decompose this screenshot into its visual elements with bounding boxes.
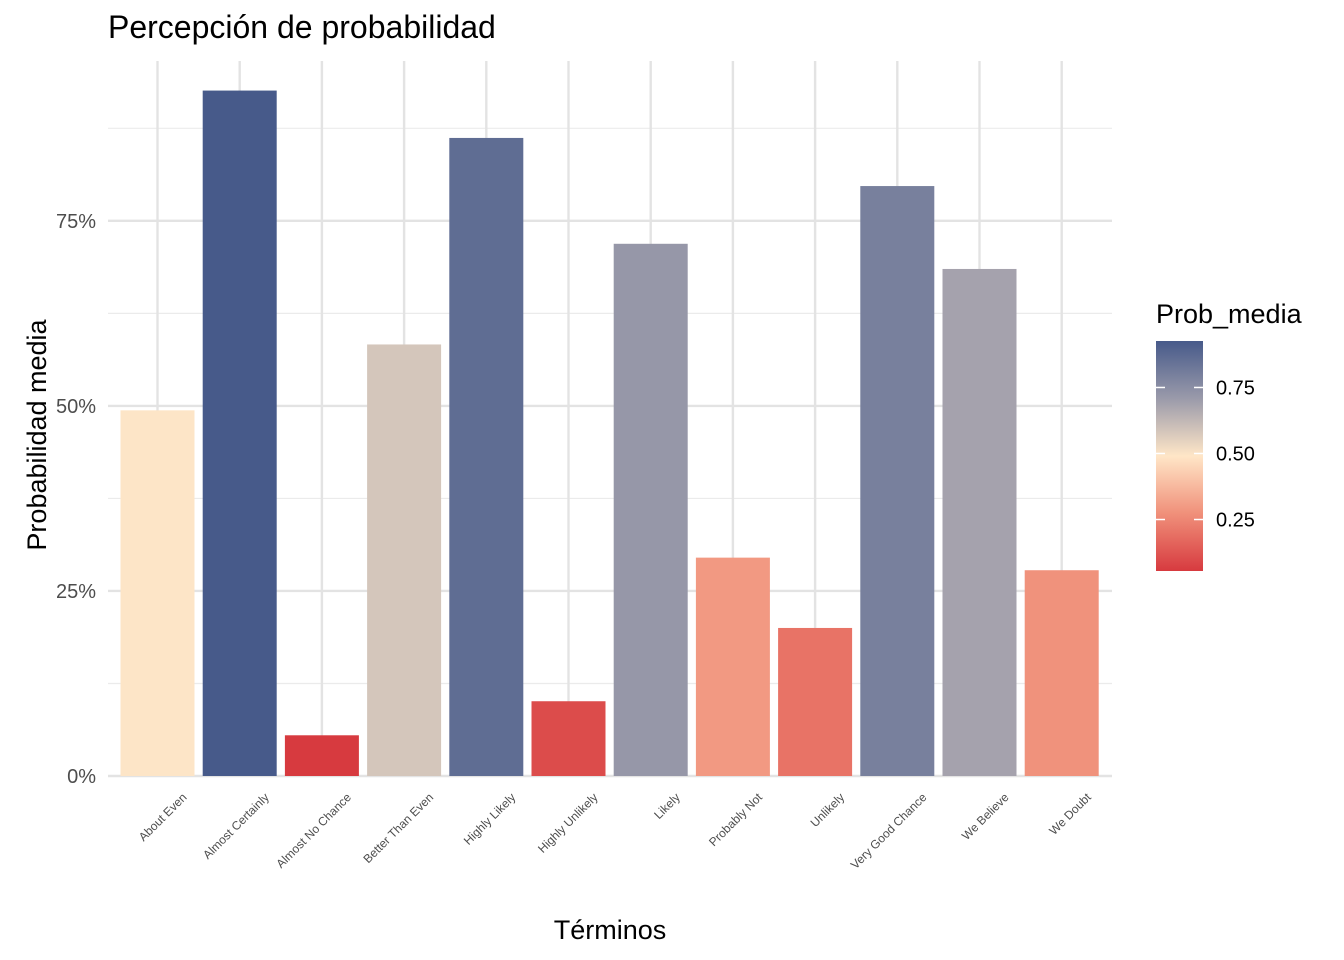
legend-colorbar: [1156, 341, 1203, 571]
bar: [449, 137, 524, 776]
bar: [695, 557, 770, 776]
legend: Prob_media 0.25 0.50 0.75: [1156, 299, 1303, 571]
legend-tick-label: 0.75: [1216, 377, 1255, 399]
chart-title: Percepción de probabilidad: [108, 9, 496, 45]
bar: [778, 627, 853, 776]
bar: [531, 701, 606, 776]
bar: [367, 344, 442, 776]
x-tick-label: About Even: [136, 790, 190, 844]
y-tick-label: 0%: [67, 766, 96, 788]
x-tick-label: Highly Unlikely: [535, 790, 601, 856]
legend-tick-label: 0.50: [1216, 443, 1255, 465]
bar: [942, 268, 1017, 776]
bar: [120, 410, 195, 776]
x-tick-label: We Believe: [959, 790, 1012, 843]
bar: [202, 90, 277, 776]
x-tick-label: Likely: [651, 790, 683, 822]
x-axis-ticks: About Even Almost Certainly Almost No Chan…: [136, 790, 1094, 872]
x-axis-title: Términos: [554, 915, 667, 945]
bar: [860, 186, 935, 776]
x-tick-label: We Doubt: [1046, 790, 1094, 838]
x-tick-label: Highly Likely: [461, 790, 519, 848]
y-tick-label: 25%: [56, 581, 96, 603]
bars: [120, 90, 1099, 776]
x-tick-label: Better Than Even: [360, 790, 436, 866]
y-axis-title: Probabilidad media: [22, 318, 52, 550]
bar: [613, 243, 688, 776]
x-tick-label: Almost Certainly: [200, 790, 272, 862]
x-tick-label: Probably Not: [706, 790, 765, 849]
y-tick-label: 50%: [56, 396, 96, 418]
legend-tick-label: 0.25: [1216, 510, 1255, 532]
bar: [1024, 570, 1099, 776]
legend-ticks: 0.25 0.50 0.75: [1156, 377, 1255, 532]
legend-title: Prob_media: [1156, 299, 1303, 329]
bar: [284, 735, 359, 776]
x-tick-label: Almost No Chance: [273, 790, 354, 871]
x-tick-label: Very Good Chance: [848, 790, 930, 872]
y-tick-label: 75%: [56, 211, 96, 233]
x-tick-label: Unlikely: [808, 790, 848, 830]
y-axis-ticks: 0% 25% 50% 75%: [56, 211, 96, 788]
